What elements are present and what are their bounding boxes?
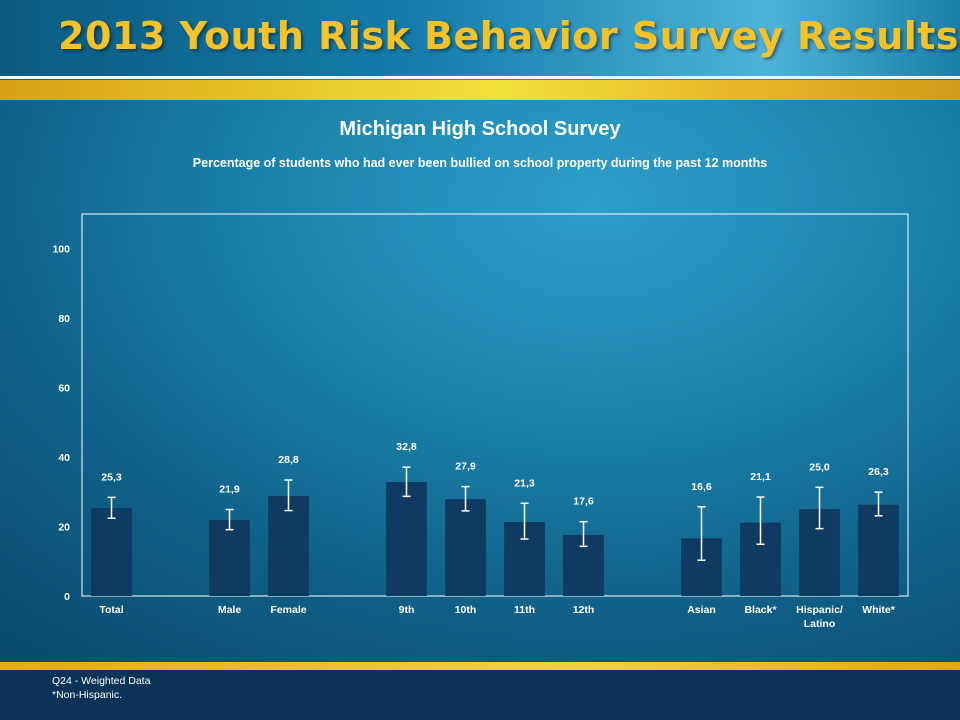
- data-label: 16,6: [691, 481, 712, 493]
- data-label: 21,9: [219, 484, 240, 496]
- chart-title: Michigan High School Survey: [339, 118, 621, 140]
- x-tick-label: 11th: [514, 604, 535, 616]
- bar: [858, 504, 899, 596]
- data-label: 25,3: [101, 471, 122, 483]
- plot-area-border: [81, 213, 909, 597]
- data-label: 17,6: [573, 496, 594, 508]
- y-tick-label: 40: [58, 452, 70, 464]
- x-tick-label: Asian: [687, 604, 716, 616]
- y-tick-label: 20: [58, 522, 70, 534]
- data-label: 28,8: [278, 454, 299, 466]
- x-tick-label: Male: [218, 604, 242, 616]
- bar: [445, 499, 486, 596]
- data-label: 26,3: [868, 466, 889, 478]
- header-divider: [0, 76, 960, 79]
- data-label: 21,1: [750, 471, 771, 483]
- header-accent-bar: [0, 80, 960, 100]
- x-tick-label: 10th: [455, 604, 477, 616]
- footer-band: [0, 670, 960, 720]
- footnote-weighted-data: Q24 - Weighted Data: [52, 675, 151, 687]
- footer-accent-bar: [0, 662, 960, 670]
- bar: [386, 482, 427, 596]
- bar: [268, 495, 309, 596]
- y-tick-label: 0: [64, 591, 70, 603]
- chart-subtitle: Percentage of students who had ever been…: [192, 156, 768, 170]
- data-label: 32,8: [396, 441, 417, 453]
- footnote-non-hispanic: *Non-Hispanic.: [52, 689, 123, 701]
- page-title: 2013 Youth Risk Behavior Survey Results: [58, 14, 960, 58]
- x-tick-label: Black*: [744, 604, 777, 616]
- data-label: 25,0: [809, 461, 830, 473]
- data-label: 21,3: [514, 477, 535, 489]
- bar-chart: 0 20 40 60 80 100 25,3 Total 21,9 Male 28,8 Female 3…: [52, 213, 909, 630]
- x-tick-label: Hispanic/Latino: [796, 604, 843, 630]
- y-tick-label: 80: [58, 313, 70, 325]
- x-tick-label: Total: [99, 604, 123, 616]
- data-label: 27,9: [455, 461, 476, 473]
- bar: [209, 519, 250, 596]
- header-band: [0, 0, 960, 76]
- y-tick-label: 100: [52, 244, 70, 256]
- x-tick-label: White*: [862, 604, 896, 616]
- y-tick-label: 60: [58, 383, 70, 395]
- x-tick-label: 12th: [573, 604, 595, 616]
- bar: [91, 508, 132, 596]
- x-tick-label: 9th: [399, 604, 415, 616]
- x-tick-label: Female: [270, 604, 306, 616]
